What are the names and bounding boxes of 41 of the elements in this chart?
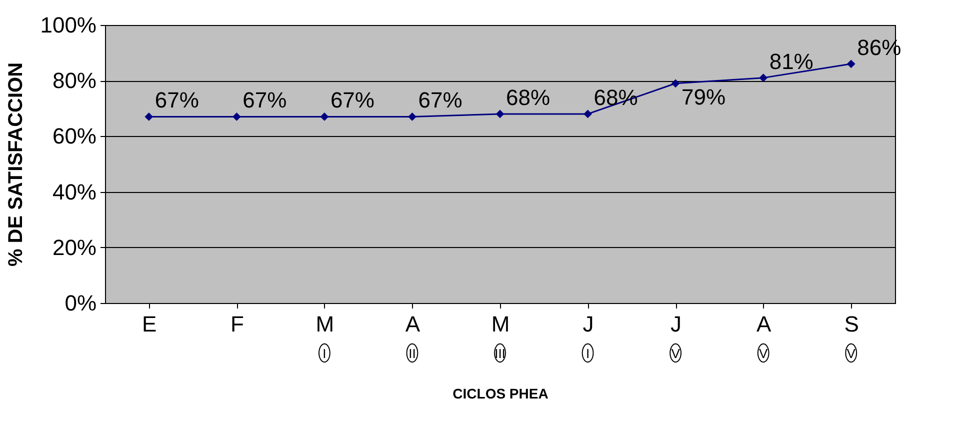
data-label: 67%	[330, 88, 374, 113]
point	[232, 112, 241, 121]
x-tick-label: M	[491, 312, 510, 336]
text: III	[494, 346, 506, 361]
data-label: 81%	[769, 48, 814, 74]
x-tick-label: J	[582, 312, 594, 336]
point	[671, 79, 680, 88]
x-tick-label: F	[230, 312, 244, 336]
x-tick-label: E	[142, 312, 157, 336]
point	[144, 112, 154, 121]
x-axis-title: CICLOS PHEA	[452, 386, 548, 402]
y-axis-title: % DE SATISFACCION	[5, 62, 28, 267]
text: V	[671, 346, 680, 361]
x-tick-label: S	[844, 312, 859, 336]
text: V	[846, 346, 856, 361]
point	[496, 110, 504, 118]
data-label: 67%	[242, 88, 287, 113]
text: I	[586, 346, 590, 361]
data-label: 67%	[418, 88, 462, 113]
data-label: 68%	[506, 84, 550, 110]
x-tick-label: M	[316, 312, 334, 336]
y-tick-label: 20%	[52, 234, 96, 260]
y-tick-label: 0%	[64, 290, 96, 316]
point	[408, 112, 416, 121]
y-tick-label: 40%	[52, 179, 96, 204]
x-tick-label: A	[405, 312, 420, 336]
text: V	[758, 346, 768, 361]
point	[584, 110, 592, 118]
point	[846, 60, 856, 68]
text: II	[408, 346, 416, 361]
point	[320, 112, 329, 121]
y-tick-label: 80%	[52, 68, 96, 94]
text: I	[322, 346, 326, 361]
data-label: 79%	[682, 84, 726, 110]
data-label: 68%	[594, 84, 638, 110]
x-tick-label: A	[756, 312, 772, 336]
y-tick-label: 60%	[52, 124, 96, 149]
y-tick-label: 100%	[40, 12, 96, 38]
point	[759, 74, 768, 82]
data-label: 67%	[154, 88, 199, 113]
x-tick-label: J	[670, 312, 682, 336]
